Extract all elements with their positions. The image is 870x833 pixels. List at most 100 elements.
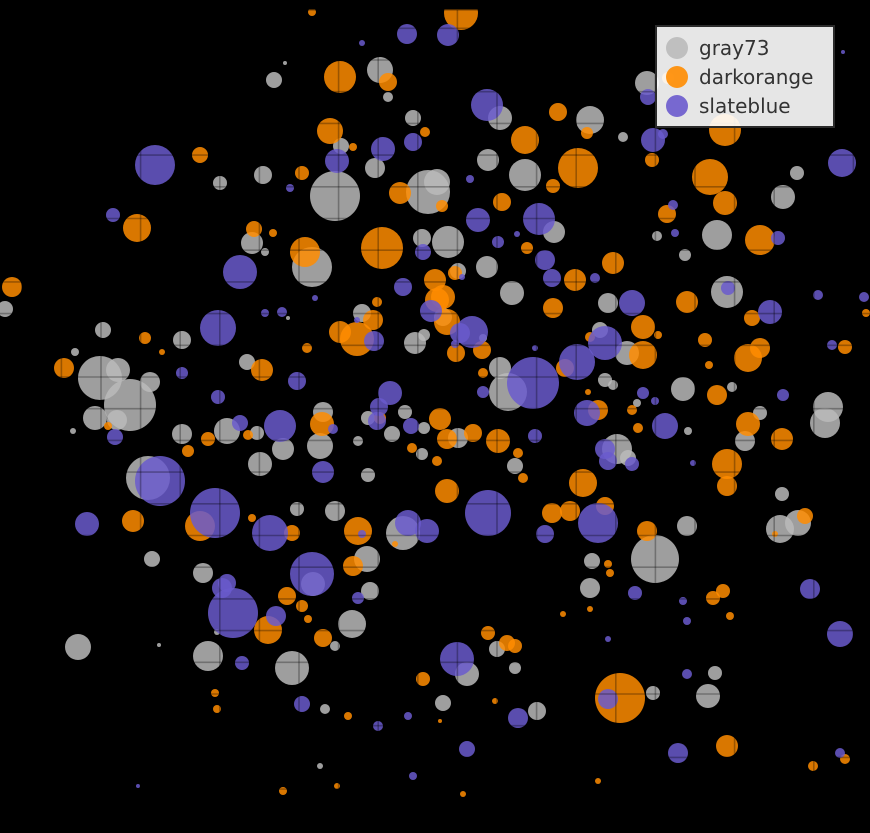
scatter-point [437, 429, 457, 449]
scatter-point [654, 331, 662, 339]
scatter-point [302, 343, 312, 353]
scatter-point [682, 669, 692, 679]
scatter-point [625, 457, 639, 471]
scatter-point [389, 182, 411, 204]
scatter-point [310, 412, 334, 436]
scatter-point [459, 274, 465, 280]
scatter-point [507, 357, 559, 409]
scatter-point [810, 408, 840, 438]
scatter-point [294, 696, 310, 712]
scatter-point [413, 229, 431, 247]
scatter-point [415, 244, 431, 260]
scatter-point [444, 9, 478, 30]
scatter-point [383, 92, 393, 102]
scatter-point [535, 250, 555, 270]
scatter-point [578, 503, 618, 543]
scatter-point [726, 612, 734, 620]
scatter-point [581, 127, 593, 139]
scatter-point [464, 424, 482, 442]
scatter-point [637, 521, 657, 541]
scatter-point [727, 382, 737, 392]
scatter-point [543, 298, 563, 318]
scatter-point [435, 695, 451, 711]
scatter-point [334, 783, 340, 789]
scatter-point [633, 423, 643, 433]
scatter-point [136, 784, 140, 788]
scatter-point [629, 341, 657, 369]
scatter-point [493, 193, 511, 211]
scatter-point [828, 149, 856, 177]
scatter-point [627, 405, 637, 415]
scatter-point [745, 225, 775, 255]
scatter-point [771, 428, 793, 450]
scatter-point [509, 662, 521, 674]
scatter-point [635, 71, 659, 95]
scatter-point [135, 145, 175, 185]
scatter-point [590, 273, 600, 283]
scatter-point [569, 469, 597, 497]
series-slateblue [75, 24, 869, 788]
scatter-point [404, 133, 422, 151]
scatter-point [182, 445, 194, 457]
scatter-point [521, 242, 533, 254]
scatter-point [0, 301, 13, 317]
scatter-point [241, 232, 263, 254]
scatter-point [605, 636, 611, 642]
scatter-point [140, 372, 160, 392]
scatter-point [827, 621, 853, 647]
scatter-point [338, 610, 366, 638]
scatter-point [324, 61, 356, 93]
scatter-point [325, 149, 349, 173]
scatter-point [585, 389, 591, 395]
scatter-point [466, 175, 474, 183]
scatter-point [758, 300, 782, 324]
scatter-point [559, 344, 595, 380]
scatter-point [598, 689, 618, 709]
scatter-point [269, 229, 277, 237]
scatter-point [536, 525, 554, 543]
scatter-point [690, 460, 696, 466]
scatter-point [223, 255, 257, 289]
scatter-point [290, 502, 304, 516]
scatter-point [159, 349, 165, 355]
scatter-point [65, 634, 91, 660]
scatter-point [275, 651, 309, 685]
scatter-point [328, 424, 338, 434]
scatter-point [528, 429, 542, 443]
scatter-point [157, 643, 161, 647]
scatter-point [75, 512, 99, 536]
scatter-point [420, 300, 442, 322]
scatter-point [277, 307, 287, 317]
scatter-point [679, 249, 691, 261]
scatter-point [437, 24, 459, 46]
scatter-point [284, 525, 300, 541]
legend-label-slateblue: slateblue [699, 93, 791, 118]
scatter-point [344, 517, 372, 545]
scatter-point [595, 673, 645, 723]
scatter-point [353, 436, 363, 446]
scatter-point [684, 427, 692, 435]
scatter-point [418, 422, 430, 434]
scatter-point [403, 418, 419, 434]
scatter-point [574, 400, 600, 426]
scatter-point [511, 126, 539, 154]
scatter-point [712, 449, 742, 479]
scatter-point [364, 331, 384, 351]
scatter-point [330, 641, 340, 651]
scatter-point [668, 743, 688, 763]
scatter-point [500, 281, 524, 305]
scatter-point [713, 191, 737, 215]
scatter-point [248, 514, 256, 522]
scatter-point [640, 89, 656, 105]
scatter-point [246, 221, 262, 237]
scatter-point [252, 515, 288, 551]
scatter-point [721, 281, 735, 295]
scatter-point [595, 778, 601, 784]
scatter-point [211, 689, 219, 697]
scatter-point [744, 310, 760, 326]
scatter-point [631, 315, 655, 339]
scatter-point [310, 171, 360, 221]
scatter-point [378, 381, 402, 405]
scatter-point [107, 410, 127, 430]
